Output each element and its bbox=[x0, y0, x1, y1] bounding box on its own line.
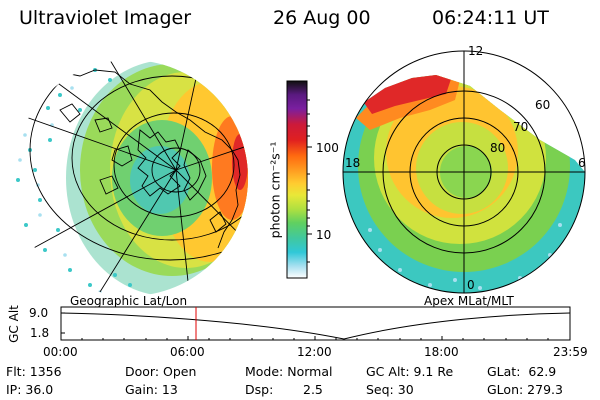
mlt-label-12: 12 bbox=[468, 44, 484, 58]
timeline-minor-ticks bbox=[81, 338, 549, 340]
status-gc-alt: GC Alt: 9.1 Re bbox=[366, 364, 454, 379]
status-door: Door: Open bbox=[125, 364, 197, 379]
polar-cap-center bbox=[130, 146, 190, 214]
status-mode: Mode: Normal bbox=[245, 364, 333, 379]
mlt-label-18: 18 bbox=[345, 156, 361, 170]
time-label: 06:24:11 UT bbox=[432, 7, 549, 29]
status-flight: Flt: 1356 bbox=[6, 364, 62, 379]
mlat-label-70: 70 bbox=[513, 120, 529, 134]
altitude-curve bbox=[60, 312, 571, 340]
status-ip: IP: 36.0 bbox=[6, 382, 54, 397]
timeline-ylabel: GC Alt bbox=[7, 305, 21, 343]
date-label: 26 Aug 00 bbox=[273, 7, 371, 29]
cb-label-100: 100 bbox=[316, 141, 339, 155]
timeline-major-ticks bbox=[60, 312, 571, 340]
timeline-xtick-1200: 12:00 bbox=[297, 345, 332, 359]
timeline-frame bbox=[60, 306, 571, 341]
status-dsp-value: 2.5 bbox=[303, 382, 323, 397]
timeline-xtick-1800: 18:00 bbox=[424, 345, 459, 359]
timeline-xtick-2359: 23:59 bbox=[553, 345, 588, 359]
timeline-ytick-9: 9.0 bbox=[29, 306, 49, 320]
color-bar bbox=[286, 80, 312, 279]
timeline-xtick-0600: 06:00 bbox=[170, 345, 205, 359]
status-glat: GLat: 62.9 bbox=[487, 364, 557, 379]
timeline-ytick-1-8: 1.8 bbox=[30, 326, 50, 340]
instrument-title: Ultraviolet Imager bbox=[19, 7, 192, 29]
geographic-map-panel bbox=[16, 60, 248, 296]
status-dsp-label: Dsp: bbox=[245, 382, 274, 397]
cb-minor-ticks bbox=[307, 99, 310, 263]
mlt-label-0: 0 bbox=[467, 278, 475, 292]
mlt-label-6: 6 bbox=[578, 156, 586, 170]
mlat-label-80: 80 bbox=[490, 141, 506, 155]
apex-caption: Apex MLat/MLT bbox=[424, 294, 514, 308]
geo-caption: Geographic Lat/Lon bbox=[70, 294, 188, 308]
color-bar-gradient bbox=[286, 80, 308, 279]
mlat-label-60: 60 bbox=[535, 98, 551, 112]
cb-label-10: 10 bbox=[316, 228, 332, 242]
status-glon: GLon: 279.3 bbox=[487, 382, 563, 397]
noise-dots bbox=[16, 68, 132, 287]
coastlines bbox=[34, 69, 241, 249]
status-seq: Seq: 30 bbox=[366, 382, 414, 397]
status-gain: Gain: 13 bbox=[125, 382, 178, 397]
oval-peak bbox=[232, 134, 248, 190]
timeline-xtick-0000: 00:00 bbox=[43, 345, 78, 359]
